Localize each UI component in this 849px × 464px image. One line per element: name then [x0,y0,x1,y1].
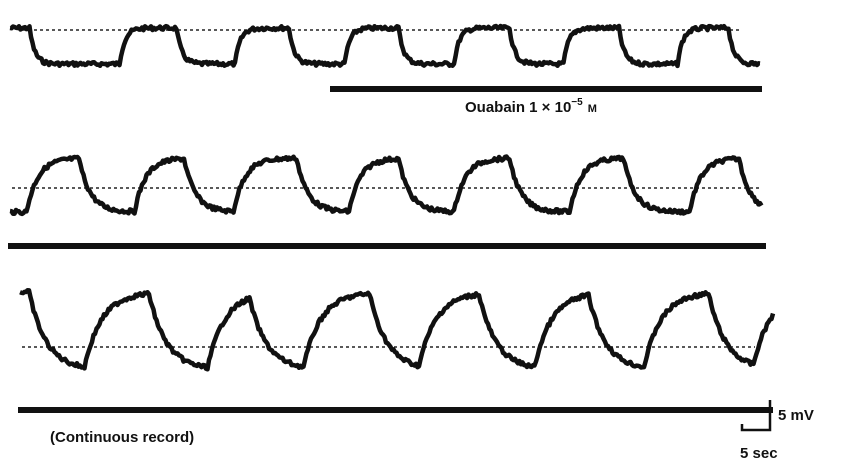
membrane-trace [19,288,776,372]
continuous-label: (Continuous record) [50,429,194,446]
membrane-trace [9,154,764,217]
ouabain-label: Ouabain 1 × 10−5M [465,97,597,116]
scale-bar [740,400,772,432]
traces [9,23,776,372]
time-scale: 5 sec [740,445,778,462]
voltage-scale: 5 mV [778,407,814,424]
membrane-trace [9,23,761,69]
